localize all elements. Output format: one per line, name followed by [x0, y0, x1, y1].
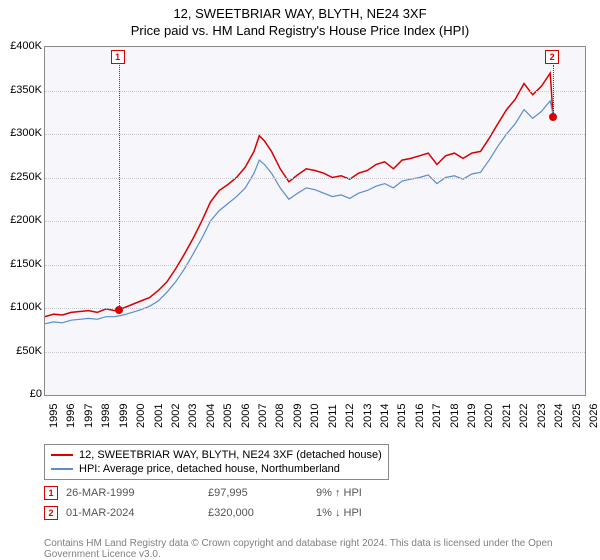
title-address: 12, SWEETBRIAR WAY, BLYTH, NE24 3XF: [0, 0, 600, 21]
x-axis-label: 2017: [431, 404, 443, 428]
series-line-1: [45, 73, 553, 317]
x-axis-label: 2011: [327, 404, 339, 428]
x-axis-label: 2009: [292, 404, 304, 428]
x-axis-label: 2020: [483, 404, 495, 428]
x-axis-label: 2007: [257, 404, 269, 428]
x-axis-label: 2015: [396, 404, 408, 428]
x-axis-label: 2022: [518, 404, 530, 428]
y-axis-label: £150K: [2, 258, 42, 270]
data-date-1: 26-MAR-1999: [66, 487, 200, 499]
title-subtitle: Price paid vs. HM Land Registry's House …: [0, 21, 600, 38]
data-pct-2: 1% ↓ HPI: [316, 507, 516, 519]
chart-marker-dot: [549, 113, 557, 121]
chart-marker-badge: 2: [545, 50, 559, 64]
x-axis-label: 1997: [83, 404, 95, 428]
gridline: [45, 221, 585, 222]
x-axis-label: 2016: [414, 404, 426, 428]
chart-marker-dot: [115, 306, 123, 314]
gridline: [45, 178, 585, 179]
y-axis-label: £350K: [2, 84, 42, 96]
chart-marker-badge: 1: [111, 50, 125, 64]
x-axis-label: 2006: [240, 404, 252, 428]
y-axis-label: £300K: [2, 127, 42, 139]
x-axis-label: 2000: [135, 404, 147, 428]
y-axis-label: £100K: [2, 301, 42, 313]
chart-marker-line: [553, 65, 554, 117]
y-axis-label: £250K: [2, 171, 42, 183]
gridline: [45, 91, 585, 92]
legend-swatch-series1: [51, 454, 73, 456]
data-row-1: 1 26-MAR-1999 £97,995 9% ↑ HPI: [44, 486, 586, 500]
y-axis-label: £200K: [2, 214, 42, 226]
gridline: [45, 352, 585, 353]
legend-row-series1: 12, SWEETBRIAR WAY, BLYTH, NE24 3XF (det…: [51, 448, 382, 462]
x-axis-label: 2019: [466, 404, 478, 428]
x-axis-label: 2018: [449, 404, 461, 428]
x-axis-label: 2008: [274, 404, 286, 428]
x-axis-label: 2005: [222, 404, 234, 428]
chart-container: 12, SWEETBRIAR WAY, BLYTH, NE24 3XF Pric…: [0, 0, 600, 560]
footer-attribution: Contains HM Land Registry data © Crown c…: [44, 538, 600, 560]
gridline: [45, 308, 585, 309]
x-axis-label: 2001: [153, 404, 165, 428]
legend-label-series1: 12, SWEETBRIAR WAY, BLYTH, NE24 3XF (det…: [79, 448, 382, 462]
legend-and-data: 12, SWEETBRIAR WAY, BLYTH, NE24 3XF (det…: [44, 444, 586, 520]
gridline: [45, 265, 585, 266]
x-axis-label: 2014: [379, 404, 391, 428]
marker-badge-2: 2: [44, 506, 58, 520]
x-axis-label: 1998: [100, 404, 112, 428]
data-price-2: £320,000: [208, 507, 308, 519]
x-axis-label: 2025: [571, 404, 583, 428]
x-axis-label: 2012: [344, 404, 356, 428]
marker-badge-1: 1: [44, 486, 58, 500]
data-row-2: 2 01-MAR-2024 £320,000 1% ↓ HPI: [44, 506, 586, 520]
x-axis-label: 2003: [187, 404, 199, 428]
x-axis-label: 1996: [65, 404, 77, 428]
y-axis-label: £50K: [2, 345, 42, 357]
plot-area: [44, 46, 586, 396]
y-axis-label: £400K: [2, 40, 42, 52]
y-axis-label: £0: [2, 388, 42, 400]
data-price-1: £97,995: [208, 487, 308, 499]
legend-row-series2: HPI: Average price, detached house, Nort…: [51, 462, 382, 476]
x-axis-label: 2002: [170, 404, 182, 428]
data-pct-1: 9% ↑ HPI: [316, 487, 516, 499]
legend-box: 12, SWEETBRIAR WAY, BLYTH, NE24 3XF (det…: [44, 444, 389, 480]
x-axis-label: 2023: [536, 404, 548, 428]
x-axis-label: 1999: [118, 404, 130, 428]
x-axis-label: 2024: [553, 404, 565, 428]
legend-label-series2: HPI: Average price, detached house, Nort…: [79, 462, 340, 476]
x-axis-label: 2004: [205, 404, 217, 428]
data-date-2: 01-MAR-2024: [66, 507, 200, 519]
x-axis-label: 2026: [588, 404, 600, 428]
x-axis-label: 1995: [48, 404, 60, 428]
x-axis-label: 2013: [362, 404, 374, 428]
x-axis-label: 2010: [309, 404, 321, 428]
legend-swatch-series2: [51, 468, 73, 470]
chart-marker-line: [119, 65, 120, 310]
gridline: [45, 134, 585, 135]
x-axis-label: 2021: [501, 404, 513, 428]
